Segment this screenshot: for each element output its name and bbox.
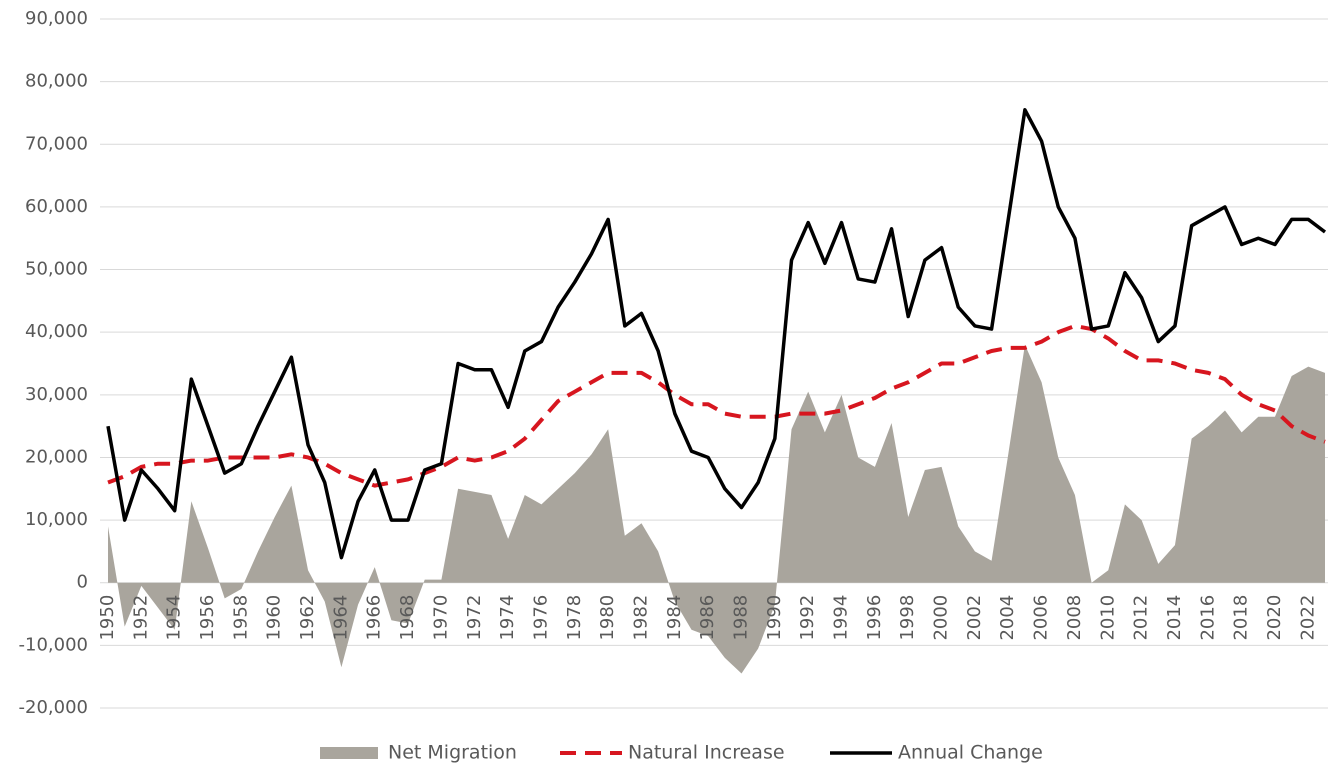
y-tick-label: 0	[77, 572, 88, 593]
x-tick-label: 1990	[764, 595, 785, 641]
x-tick-label: 1950	[97, 595, 118, 641]
line	[106, 108, 1327, 560]
x-tick-label: 1972	[464, 595, 485, 641]
x-tick-label: 1958	[230, 595, 251, 641]
x-tick-label: 2006	[1031, 595, 1052, 641]
area	[108, 344, 1325, 674]
y-tick-label: 30,000	[25, 384, 88, 405]
y-tick-label: 20,000	[25, 446, 88, 467]
x-tick-label: 1970	[430, 595, 451, 641]
line	[107, 323, 1326, 488]
x-tick-label: 1984	[664, 595, 685, 641]
x-tick-label: 1966	[364, 595, 385, 641]
y-tick-label: 90,000	[25, 8, 88, 29]
x-tick-label: 2002	[964, 595, 985, 641]
x-tick-label: 1996	[864, 595, 885, 641]
legend-label: Annual Change	[898, 742, 1043, 764]
x-tick-label: 1956	[197, 595, 218, 641]
x-tick-label: 1992	[797, 595, 818, 641]
x-tick-label: 1998	[897, 595, 918, 641]
x-tick-label: 1960	[264, 595, 285, 641]
y-tick-label: 10,000	[25, 509, 88, 530]
x-tick-label: 2012	[1131, 595, 1152, 641]
x-tick-label: 1988	[731, 595, 752, 641]
x-tick-label: 1982	[630, 595, 651, 641]
legend-label: Natural Increase	[628, 742, 785, 764]
y-tick-label: 40,000	[25, 321, 88, 342]
x-tick-label: 1976	[530, 595, 551, 641]
legend-item: Annual Change	[830, 742, 1043, 764]
y-tick-label: -10,000	[19, 634, 88, 655]
x-tick-label: 1954	[164, 595, 185, 641]
legend-item: Net Migration	[320, 742, 517, 764]
legend-item: Natural Increase	[560, 742, 785, 764]
y-tick-label: 70,000	[25, 133, 88, 154]
x-tick-label: 2004	[997, 595, 1018, 641]
y-tick-label: -20,000	[19, 697, 88, 718]
x-tick-label: 2010	[1097, 595, 1118, 641]
legend-swatch	[320, 747, 378, 759]
x-tick-label: 1994	[831, 595, 852, 641]
x-tick-label: 1962	[297, 595, 318, 641]
x-tick-label: 2014	[1164, 595, 1185, 641]
x-tick-label: 1978	[564, 595, 585, 641]
x-tick-label: 1974	[497, 595, 518, 641]
y-tick-label: 50,000	[25, 259, 88, 280]
y-tick-label: 80,000	[25, 71, 88, 92]
x-tick-label: 1980	[597, 595, 618, 641]
x-tick-label: 2018	[1231, 595, 1252, 641]
x-tick-label: 2020	[1264, 595, 1285, 641]
x-tick-label: 1964	[330, 595, 351, 641]
x-tick-label: 1952	[130, 595, 151, 641]
x-tick-label: 2016	[1197, 595, 1218, 641]
y-tick-label: 60,000	[25, 196, 88, 217]
x-tick-label: 1986	[697, 595, 718, 641]
x-tick-label: 2000	[931, 595, 952, 641]
legend-label: Net Migration	[388, 742, 517, 764]
x-tick-label: 2008	[1064, 595, 1085, 641]
x-tick-label: 1968	[397, 595, 418, 641]
x-tick-label: 2022	[1297, 595, 1318, 641]
